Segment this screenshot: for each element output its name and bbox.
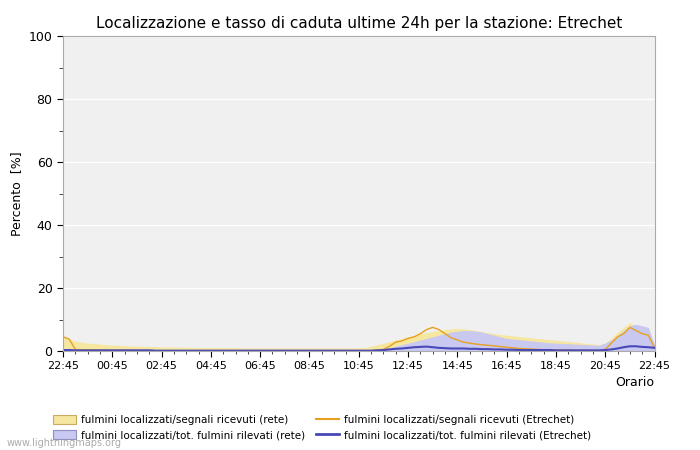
Legend: fulmini localizzati/segnali ricevuti (rete), fulmini localizzati/tot. fulmini ri: fulmini localizzati/segnali ricevuti (re…	[53, 415, 591, 440]
Text: Orario: Orario	[615, 376, 654, 389]
Title: Localizzazione e tasso di caduta ultime 24h per la stazione: Etrechet: Localizzazione e tasso di caduta ultime …	[96, 16, 622, 31]
Text: www.lightningmaps.org: www.lightningmaps.org	[7, 438, 122, 448]
Y-axis label: Percento  [%]: Percento [%]	[10, 151, 23, 236]
